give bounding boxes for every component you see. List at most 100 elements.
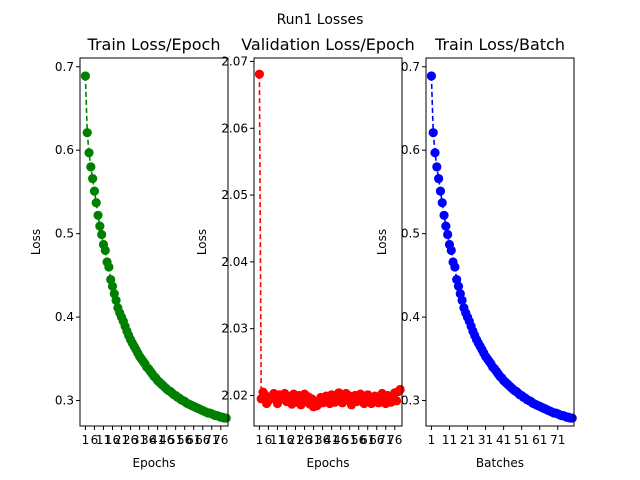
x-tick-label: 1 <box>82 433 90 447</box>
x-tick-label: 41 <box>150 433 165 447</box>
data-point <box>441 221 451 231</box>
x-tick-label: 26 <box>297 433 312 447</box>
y-tick-label: 2.07 <box>221 54 248 68</box>
y-axis-label: Loss <box>29 229 43 255</box>
x-tick-label: 76 <box>213 433 228 447</box>
data-point <box>428 128 438 138</box>
x-tick-label: 46 <box>333 433 348 447</box>
x-tick-label: 16 <box>279 433 294 447</box>
data-point <box>84 148 94 158</box>
plot-frame <box>79 57 229 427</box>
x-tick-label: 71 <box>550 433 565 447</box>
chart-val-epoch: Validation Loss/Epoch 2.02 2.03 2.04 2.05 2.0… <box>195 35 415 470</box>
x-tick-label: 1 <box>428 433 436 447</box>
x-tick-label: 71 <box>378 433 393 447</box>
data-point <box>104 262 114 272</box>
x-tick-label: 41 <box>496 433 511 447</box>
data-point <box>93 210 103 220</box>
x-tick-label: 26 <box>123 433 138 447</box>
data-point <box>567 413 577 423</box>
chart-title: Train Loss/Batch <box>434 35 565 54</box>
data-point <box>435 186 446 196</box>
y-tick-label: 2.04 <box>221 255 248 269</box>
y-axis-label: Loss <box>195 229 209 255</box>
x-tick-label: 31 <box>132 433 147 447</box>
x-axis-label: Batches <box>476 456 524 470</box>
data-point <box>95 221 105 231</box>
data-point <box>254 69 265 79</box>
data-point <box>100 245 110 255</box>
x-tick-label: 21 <box>114 433 129 447</box>
x-tick-label: 51 <box>168 433 183 447</box>
y-tick-label: 0.6 <box>55 143 74 157</box>
plot-frame <box>253 57 403 427</box>
y-tick-label: 0.3 <box>55 394 74 408</box>
x-tick-label: 1 <box>256 433 264 447</box>
y-tick-label: 0.5 <box>401 227 420 241</box>
x-tick-label: 11 <box>96 433 111 447</box>
x-tick-label: 21 <box>288 433 303 447</box>
y-axis-label: Loss <box>375 229 389 255</box>
x-tick-label: 36 <box>141 433 156 447</box>
y-tick-label: 2.05 <box>221 188 248 202</box>
x-tick-label: 66 <box>195 433 210 447</box>
y-tick-label: 0.4 <box>401 310 420 324</box>
data-point <box>91 198 101 208</box>
data-point <box>107 281 118 291</box>
y-tick-label: 0.7 <box>401 60 420 74</box>
y-tick-label: 2.03 <box>221 322 248 336</box>
x-tick-label: 16 <box>105 433 120 447</box>
data-point <box>391 396 402 406</box>
x-tick-label: 6 <box>265 433 273 447</box>
y-tick-label: 0.4 <box>55 310 74 324</box>
y-tick-label: 0.5 <box>55 227 74 241</box>
x-tick-label: 41 <box>324 433 339 447</box>
data-point <box>443 229 453 240</box>
x-tick-label: 31 <box>478 433 493 447</box>
data-point <box>111 295 121 306</box>
data-point <box>457 295 467 306</box>
x-tick-label: 51 <box>514 433 529 447</box>
x-tick-label: 51 <box>342 433 357 447</box>
data-point <box>80 71 91 81</box>
x-tick-label: 11 <box>270 433 285 447</box>
data-point <box>439 210 449 220</box>
data-point <box>453 281 464 291</box>
y-tick-label: 0.7 <box>55 60 74 74</box>
x-tick-label: 61 <box>186 433 201 447</box>
y-tick-label: 2.06 <box>221 121 248 135</box>
data-point <box>430 148 440 158</box>
x-tick-label: 61 <box>360 433 375 447</box>
x-tick-label: 36 <box>315 433 330 447</box>
x-tick-label: 6 <box>91 433 99 447</box>
x-tick-label: 31 <box>306 433 321 447</box>
data-point <box>437 198 447 208</box>
y-tick-label: 2.02 <box>221 388 248 402</box>
x-axis-label: Epochs <box>307 456 350 470</box>
data-point <box>82 128 92 138</box>
x-tick-label: 11 <box>442 433 457 447</box>
data-point <box>426 71 437 81</box>
x-tick-label: 66 <box>369 433 384 447</box>
data-point <box>434 173 444 184</box>
x-tick-label: 21 <box>460 433 475 447</box>
data-point <box>97 229 107 240</box>
data-point <box>432 162 442 172</box>
x-axis-label: Epochs <box>133 456 176 470</box>
x-tick-label: 71 <box>204 433 219 447</box>
data-point <box>86 162 96 172</box>
x-tick-label: 76 <box>387 433 402 447</box>
data-point <box>89 186 100 196</box>
x-tick-label: 56 <box>177 433 192 447</box>
x-tick-label: 56 <box>351 433 366 447</box>
chart-title: Train Loss/Epoch <box>87 35 221 54</box>
data-point <box>446 245 456 255</box>
plot-frame <box>425 57 575 427</box>
y-tick-label: 0.3 <box>401 394 420 408</box>
y-tick-label: 0.6 <box>401 143 420 157</box>
x-tick-label: 61 <box>532 433 547 447</box>
data-point <box>88 173 98 184</box>
